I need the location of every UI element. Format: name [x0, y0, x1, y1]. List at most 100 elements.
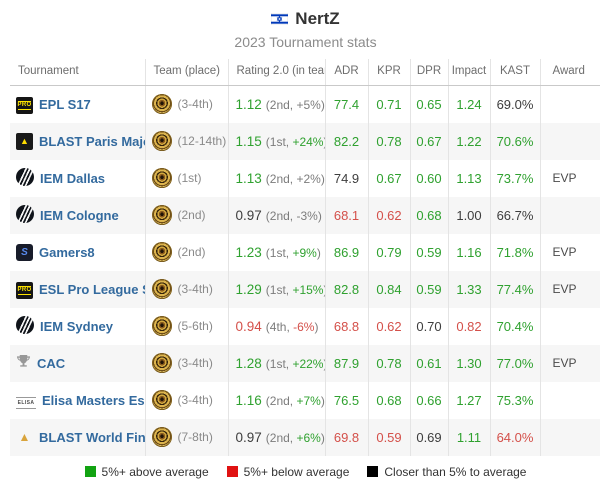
- rating-detail: (1st, +9%): [265, 245, 321, 260]
- tournament-link[interactable]: Elisa Masters Es...: [42, 392, 145, 408]
- rating-value: 0.97: [235, 207, 262, 223]
- award-value: [539, 381, 600, 419]
- legend-color-swatch-icon: [367, 466, 379, 477]
- rating-cell: 0.97 (2nd, +6%): [227, 418, 325, 456]
- adr-value: 68.1: [324, 196, 368, 234]
- award-value: [539, 307, 600, 345]
- trophy-icon: [16, 354, 31, 367]
- rating-value: 1.13: [235, 170, 262, 186]
- kpr-value: 0.78: [367, 344, 410, 382]
- rating-value: 1.16: [235, 392, 262, 408]
- kast-value: 64.0%: [489, 418, 540, 456]
- table-row: S Gamers8 (2nd) 1.23 (1st, +9%) 86.9 0.79…: [10, 233, 600, 271]
- tournament-cell: ELISA Elisa Masters Es...: [10, 382, 145, 419]
- ence-team-logo[interactable]: [151, 427, 172, 447]
- dpr-value: 0.66: [409, 381, 448, 419]
- tournament-link[interactable]: CAC: [37, 355, 66, 371]
- rating-cell: 1.23 (1st, +9%): [227, 233, 325, 271]
- table-row: ▲ BLAST World Final (7-8th) 0.97 (2nd, +6…: [10, 418, 600, 456]
- legend-label: Closer than 5% to average: [384, 464, 527, 479]
- legend-item: 5%+ below average: [226, 465, 349, 479]
- team-cell: (2nd): [144, 233, 228, 271]
- column-header-adr: ADR: [324, 59, 368, 86]
- adr-value: 86.9: [324, 233, 368, 271]
- esl-pro-league-icon: PRO: [16, 97, 33, 115]
- dpr-value: 0.67: [409, 122, 448, 160]
- team-place: (3-4th): [177, 97, 213, 112]
- tournament-icon-slot: PRO: [16, 279, 33, 299]
- tournament-link[interactable]: EPL S17: [39, 96, 91, 112]
- rating-value: 0.94: [235, 318, 262, 334]
- impact-value: 1.00: [447, 196, 490, 234]
- table-row: ▲ BLAST Paris Major (12-14th) 1.15 (1st, …: [10, 122, 600, 160]
- dpr-value: 0.60: [409, 159, 448, 197]
- rating-delta: +5%: [296, 97, 321, 112]
- rating-cell: 0.94 (4th, -6%): [227, 307, 325, 345]
- tournament-cell: S Gamers8: [10, 234, 145, 271]
- tournament-link[interactable]: BLAST World Final: [39, 429, 145, 445]
- legend-item: Closer than 5% to average: [367, 465, 526, 479]
- team-cell: (5-6th): [144, 307, 228, 345]
- tournament-icon-slot: [16, 315, 34, 337]
- column-header-dpr: DPR: [409, 59, 448, 86]
- tournament-cell: ▲ BLAST World Final: [10, 419, 145, 456]
- award-value: [539, 85, 600, 123]
- tournament-link[interactable]: IEM Dallas: [40, 170, 106, 186]
- tournament-link[interactable]: BLAST Paris Major: [39, 133, 145, 149]
- ence-team-logo[interactable]: [151, 316, 172, 336]
- kast-value: 77.4%: [489, 270, 540, 308]
- legend-label: 5%+ above average: [101, 464, 209, 479]
- adr-value: 82.8: [324, 270, 368, 308]
- kpr-value: 0.59: [367, 418, 410, 456]
- kpr-value: 0.68: [367, 381, 410, 419]
- tournament-icon-slot: S: [16, 243, 33, 261]
- ence-team-logo[interactable]: [151, 205, 172, 225]
- kast-value: 70.6%: [489, 122, 540, 160]
- rating-cell: 1.28(1st, +22%): [227, 344, 325, 382]
- page-subtitle: 2023 Tournament stats: [234, 34, 377, 50]
- ence-team-logo[interactable]: [151, 94, 172, 115]
- rating-delta: +2%: [296, 171, 321, 186]
- column-header-impact: Impact: [447, 59, 490, 86]
- esl-icon: [16, 204, 34, 223]
- table-header-row: Tournament Team (place) Rating 2.0 (in tea…: [10, 59, 600, 86]
- tournament-link[interactable]: Gamers8: [39, 244, 95, 260]
- tournament-cell: CAC: [10, 345, 145, 382]
- adr-value: 68.8: [324, 307, 368, 345]
- ence-team-logo[interactable]: [151, 390, 172, 410]
- rating-cell: 1.29(1st, +15%): [227, 270, 325, 308]
- kpr-value: 0.62: [367, 196, 410, 234]
- adr-value: 74.9: [324, 159, 368, 197]
- team-place: (3-4th): [177, 356, 213, 370]
- rating-cell: 1.13 (2nd, +2%): [227, 159, 325, 197]
- rating-delta: +22%: [292, 356, 324, 371]
- impact-value: 1.30: [447, 344, 490, 382]
- kpr-value: 0.62: [367, 307, 410, 345]
- ence-team-logo[interactable]: [151, 168, 172, 188]
- blast-icon: ▲: [16, 133, 33, 150]
- rating-cell: 1.15(1st, +24%): [227, 122, 325, 160]
- tournament-stats-table: Tournament Team (place) Rating 2.0 (in tea…: [10, 59, 600, 456]
- table-row: PRO ESL Pro League S... (3-4th) 1.29(1st…: [10, 270, 600, 308]
- rating-delta: +15%: [292, 282, 324, 297]
- team-place: (2nd): [177, 208, 206, 222]
- ence-team-logo[interactable]: [151, 131, 172, 151]
- tournament-link[interactable]: ESL Pro League S...: [39, 281, 145, 297]
- rating-delta: +24%: [292, 134, 324, 149]
- rating-delta: +6%: [296, 430, 321, 445]
- team-place: (12-14th): [177, 134, 227, 148]
- rating-value: 1.15: [235, 133, 262, 149]
- kpr-value: 0.79: [367, 233, 410, 271]
- column-header-tournament: Tournament: [10, 59, 145, 86]
- ence-team-logo[interactable]: [151, 242, 172, 262]
- rating-value: 1.29: [235, 281, 262, 297]
- impact-value: 1.16: [447, 233, 490, 271]
- column-header-rating-2-0-in-team: Rating 2.0 (in team): [227, 59, 325, 86]
- team-cell: (3-4th): [144, 85, 228, 123]
- tournament-link[interactable]: IEM Cologne: [40, 207, 119, 223]
- ence-team-logo[interactable]: [151, 353, 172, 373]
- ence-team-logo[interactable]: [151, 279, 172, 299]
- tournament-link[interactable]: IEM Sydney: [40, 318, 113, 334]
- team-place: (3-4th): [177, 393, 213, 407]
- rating-value: 0.97: [235, 429, 262, 445]
